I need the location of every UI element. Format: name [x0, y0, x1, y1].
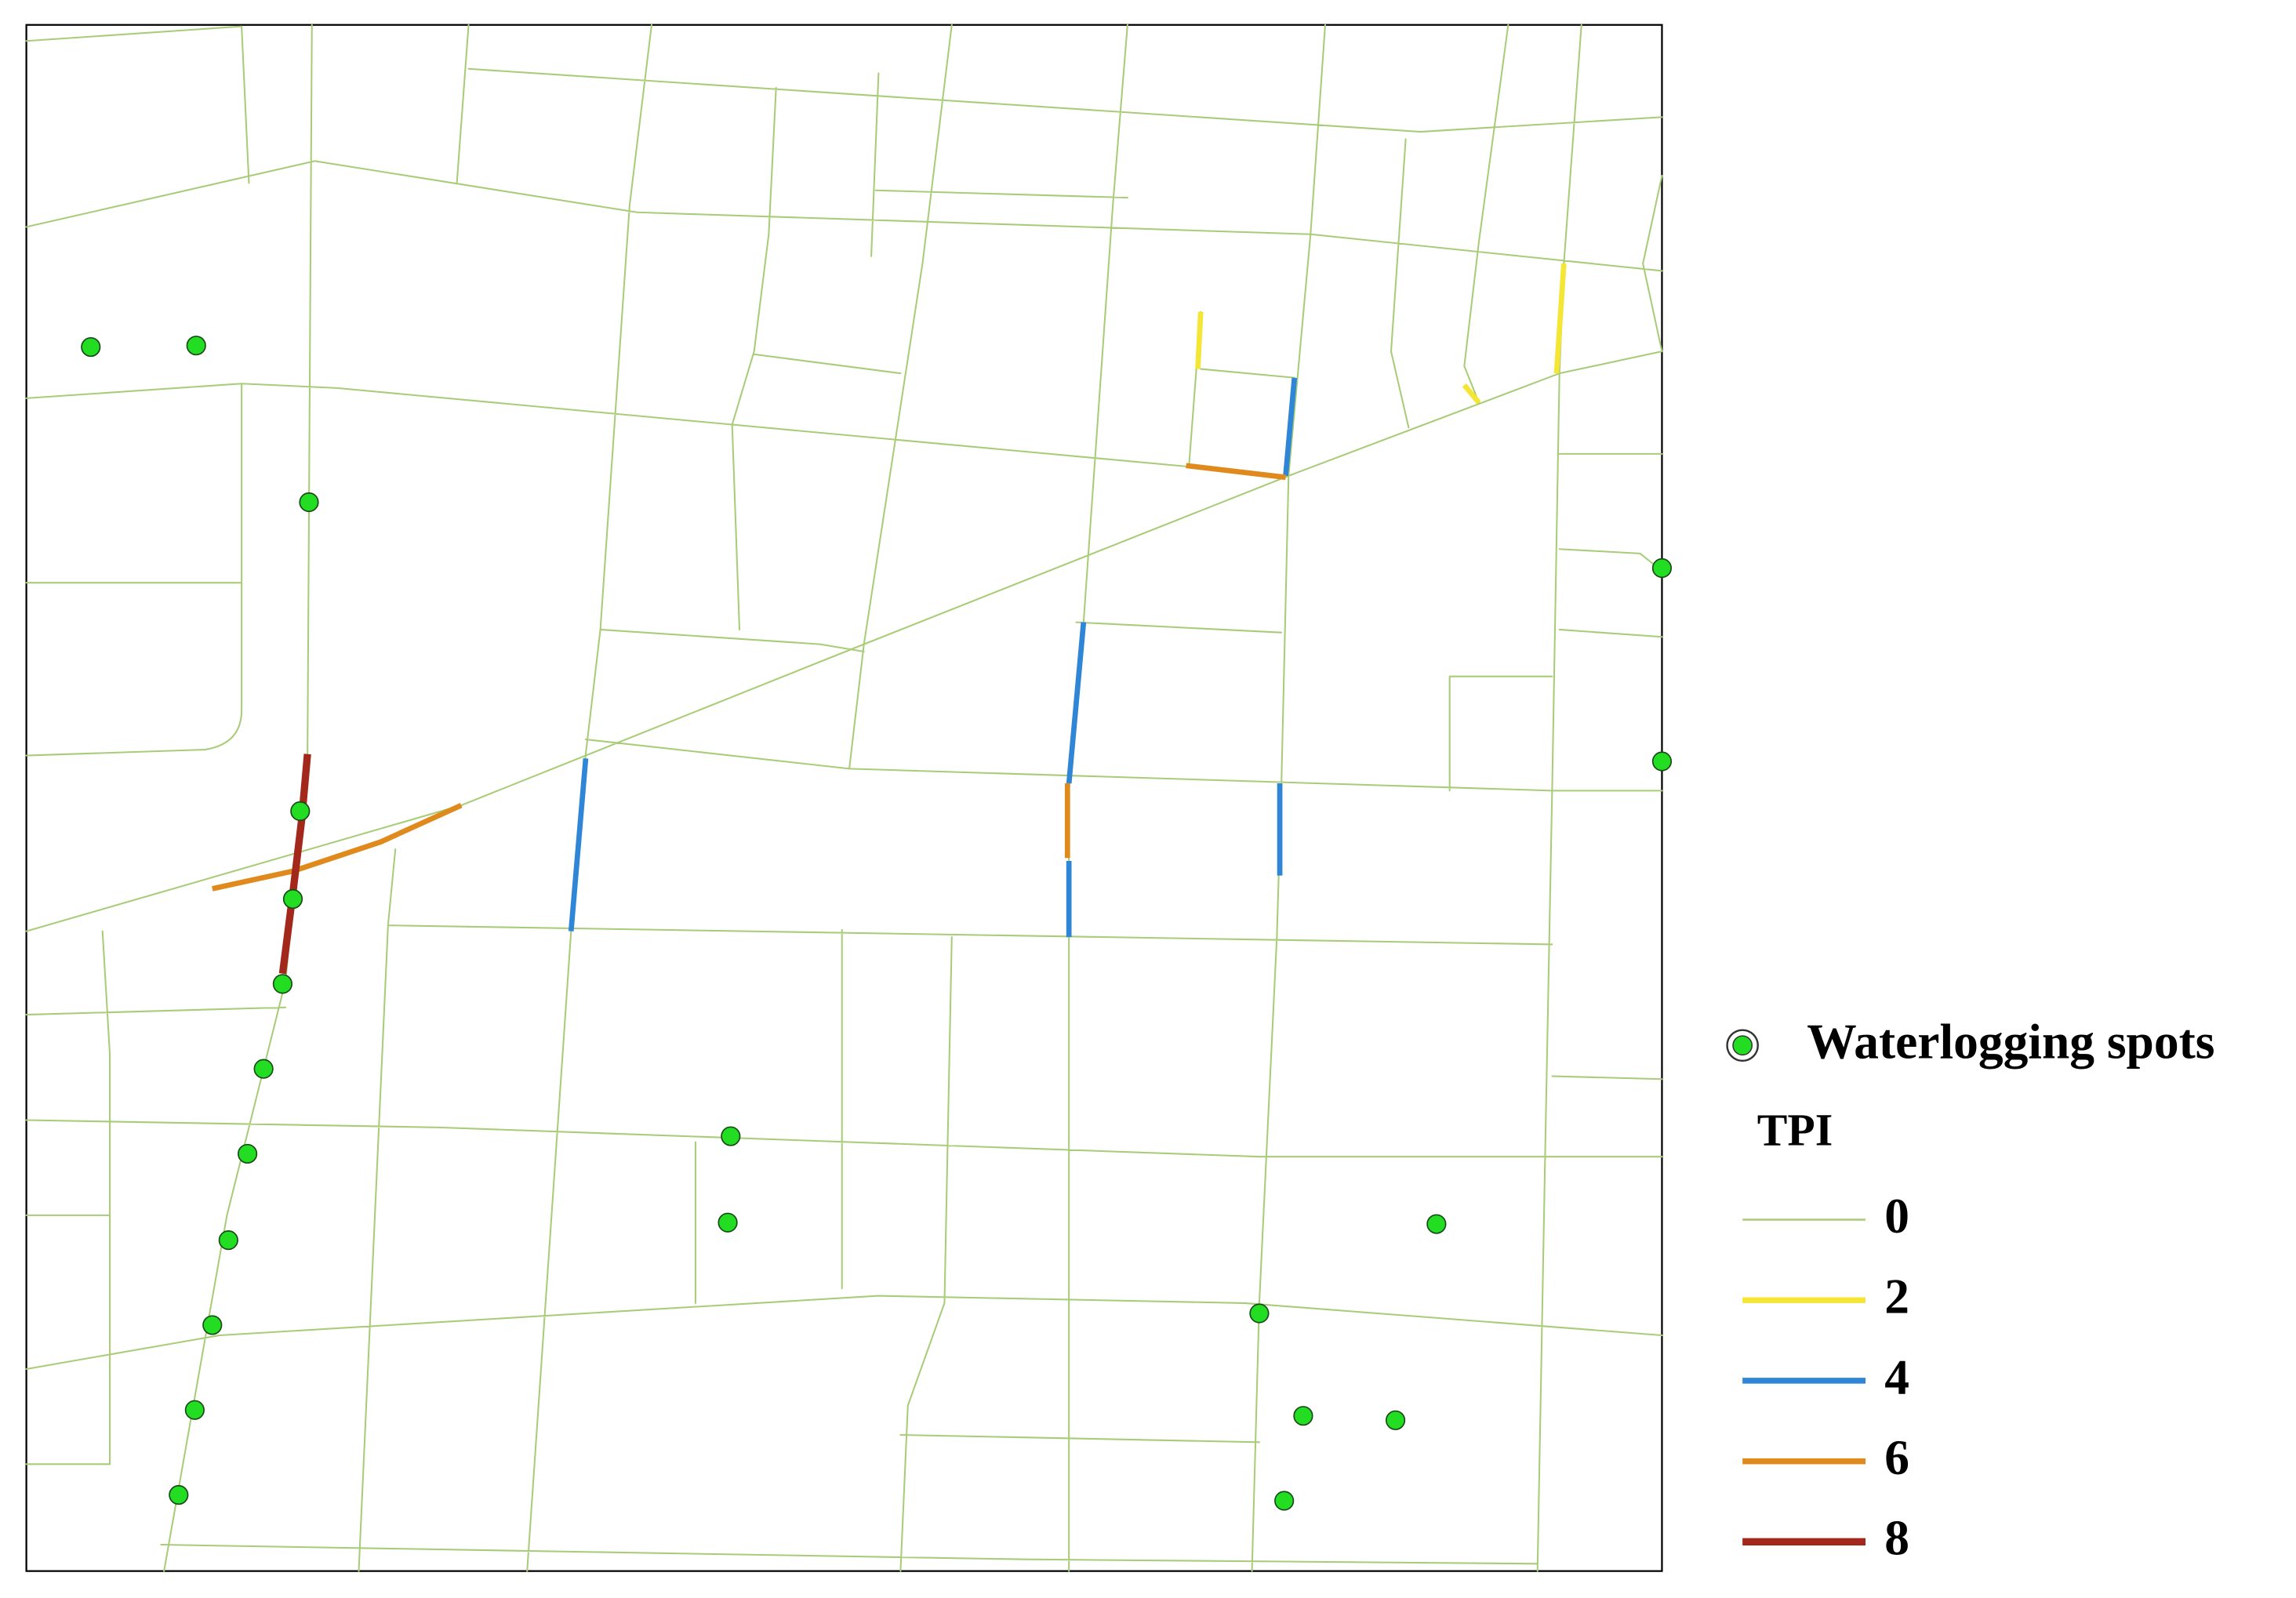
legend-spots-label: Waterlogging spots	[1807, 1014, 2214, 1070]
waterlogging-spot	[718, 1212, 738, 1233]
tpi-segment	[1553, 263, 1567, 374]
waterlogging-spots	[81, 336, 1673, 1511]
waterlogging-spot	[186, 336, 206, 356]
waterlogging-spot	[169, 1484, 189, 1505]
waterlogging-spot	[299, 492, 319, 513]
tpi-segment	[278, 754, 311, 975]
tpi-segments	[212, 263, 1567, 975]
legend-class-label: 6	[1884, 1429, 1909, 1485]
waterlogging-spot	[1426, 1214, 1447, 1234]
tpi-segment	[568, 757, 589, 932]
map-frame	[25, 24, 1663, 1572]
waterlogging-spot	[253, 1059, 274, 1079]
waterlogging-spot	[184, 1400, 205, 1420]
tpi-segment	[1462, 383, 1481, 405]
legend-class-label: 8	[1884, 1510, 1909, 1566]
waterlogging-spot	[1249, 1303, 1270, 1324]
tpi-segment	[1195, 311, 1204, 369]
tpi-segment	[1066, 622, 1087, 784]
waterlogging-spot	[721, 1126, 741, 1146]
legend-title: TPI	[1757, 1104, 1833, 1155]
waterlogging-spot	[290, 801, 311, 822]
waterlogging-spot	[282, 888, 303, 910]
waterlogging-spot	[202, 1315, 223, 1335]
legend: Waterlogging spots TPI 0 2 4 6 8	[1726, 1014, 2214, 1566]
legend-spot-symbol	[1732, 1035, 1753, 1056]
waterlogging-spot	[237, 1143, 258, 1164]
road-network	[25, 24, 1663, 1572]
waterlogging-spot	[1651, 557, 1673, 579]
waterlogging-spot	[1385, 1410, 1406, 1430]
waterlogging-spot	[218, 1230, 238, 1251]
tpi-segment	[1283, 377, 1298, 477]
legend-class-label: 0	[1884, 1188, 1909, 1244]
legend-class-label: 2	[1884, 1269, 1909, 1324]
legend-class-label: 4	[1884, 1349, 1909, 1404]
waterlogging-spot	[81, 336, 101, 358]
waterlogging-spot	[1293, 1406, 1313, 1426]
tpi-segment	[1186, 463, 1286, 481]
tpi-segment	[212, 802, 463, 892]
waterlogging-spot	[272, 974, 293, 994]
waterlogging-spot	[1651, 751, 1673, 772]
waterlogging-spot	[1274, 1491, 1295, 1511]
